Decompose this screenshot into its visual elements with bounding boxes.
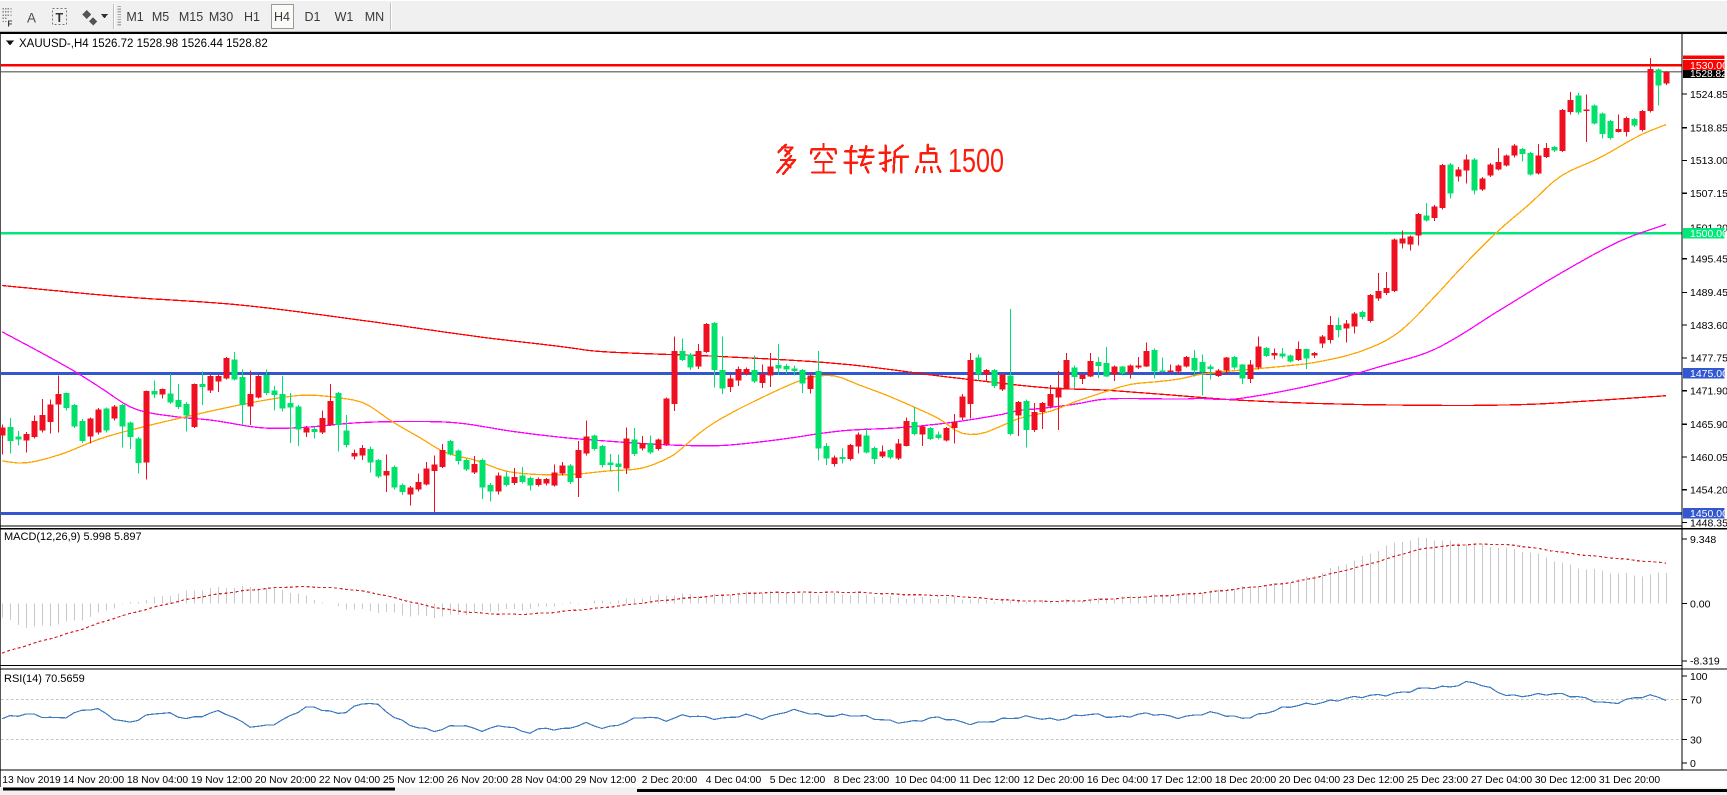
svg-text:RSI(14) 70.5659: RSI(14) 70.5659 <box>4 673 85 685</box>
svg-text:1528.82: 1528.82 <box>1690 69 1727 80</box>
svg-text:1518.85: 1518.85 <box>1690 123 1727 135</box>
svg-text:0.00: 0.00 <box>1690 598 1711 610</box>
svg-text:10 Dec 04:00: 10 Dec 04:00 <box>895 775 957 786</box>
svg-text:27 Dec 04:00: 27 Dec 04:00 <box>1471 775 1533 786</box>
svg-text:16 Dec 04:00: 16 Dec 04:00 <box>1087 775 1149 786</box>
svg-text:T: T <box>56 11 64 25</box>
svg-text:M1: M1 <box>126 10 143 24</box>
svg-text:1495.45: 1495.45 <box>1690 254 1727 266</box>
svg-text:4 Dec 04:00: 4 Dec 04:00 <box>706 775 762 786</box>
svg-text:29 Nov 12:00: 29 Nov 12:00 <box>575 775 637 786</box>
svg-text:1524.85: 1524.85 <box>1690 89 1727 101</box>
svg-text:26 Nov 20:00: 26 Nov 20:00 <box>447 775 509 786</box>
svg-text:MN: MN <box>365 10 384 24</box>
svg-text:M30: M30 <box>209 10 233 24</box>
svg-text:H1: H1 <box>244 10 260 24</box>
svg-text:25 Nov 12:00: 25 Nov 12:00 <box>383 775 445 786</box>
svg-text:31 Dec 20:00: 31 Dec 20:00 <box>1599 775 1661 786</box>
svg-text:0: 0 <box>1690 758 1696 770</box>
svg-text:1483.60: 1483.60 <box>1690 320 1727 332</box>
svg-text:H4: H4 <box>274 10 290 24</box>
svg-text:30 Dec 12:00: 30 Dec 12:00 <box>1535 775 1597 786</box>
svg-text:13 Nov 2019: 13 Nov 2019 <box>2 775 61 786</box>
svg-text:1454.20: 1454.20 <box>1690 485 1727 497</box>
svg-text:2 Dec 20:00: 2 Dec 20:00 <box>642 775 698 786</box>
svg-text:17 Dec 12:00: 17 Dec 12:00 <box>1151 775 1213 786</box>
svg-text:MACD(12,26,9) 5.998 5.897: MACD(12,26,9) 5.998 5.897 <box>4 531 142 543</box>
svg-text:1489.45: 1489.45 <box>1690 287 1727 299</box>
svg-text:8 Dec 23:00: 8 Dec 23:00 <box>834 775 890 786</box>
svg-text:70: 70 <box>1690 694 1702 706</box>
svg-text:20 Nov 20:00: 20 Nov 20:00 <box>255 775 317 786</box>
svg-text:1465.90: 1465.90 <box>1690 419 1727 431</box>
svg-text:D1: D1 <box>305 10 321 24</box>
svg-text:18 Nov 04:00: 18 Nov 04:00 <box>127 775 189 786</box>
svg-text:M5: M5 <box>152 10 169 24</box>
svg-text:19 Nov 12:00: 19 Nov 12:00 <box>191 775 253 786</box>
svg-text:-8.319: -8.319 <box>1690 656 1720 668</box>
svg-text:1530.00: 1530.00 <box>1690 60 1727 72</box>
svg-text:20 Dec 04:00: 20 Dec 04:00 <box>1279 775 1341 786</box>
svg-text:30: 30 <box>1690 734 1702 746</box>
svg-text:1460.05: 1460.05 <box>1690 452 1727 464</box>
svg-text:9.348: 9.348 <box>1690 534 1716 546</box>
svg-text:22 Nov 04:00: 22 Nov 04:00 <box>319 775 381 786</box>
svg-text:28 Nov 04:00: 28 Nov 04:00 <box>511 775 573 786</box>
svg-text:1477.75: 1477.75 <box>1690 353 1727 365</box>
svg-text:XAUUSD-,H4 1526.72 1528.98 15: XAUUSD-,H4 1526.72 1528.98 1526.44 1528.… <box>19 38 268 50</box>
svg-text:M15: M15 <box>179 10 203 24</box>
svg-text:100: 100 <box>1690 671 1708 683</box>
svg-text:14 Nov 20:00: 14 Nov 20:00 <box>63 775 125 786</box>
svg-text:W1: W1 <box>335 10 354 24</box>
svg-text:1471.90: 1471.90 <box>1690 386 1727 398</box>
svg-text:1450.00: 1450.00 <box>1690 508 1727 520</box>
svg-text:1513.00: 1513.00 <box>1690 155 1727 167</box>
svg-text:A: A <box>27 11 36 26</box>
svg-text:18 Dec 20:00: 18 Dec 20:00 <box>1215 775 1277 786</box>
svg-text:5 Dec 12:00: 5 Dec 12:00 <box>770 775 826 786</box>
svg-text:23 Dec 12:00: 23 Dec 12:00 <box>1343 775 1405 786</box>
svg-text:1448.35: 1448.35 <box>1690 517 1727 529</box>
svg-text:11 Dec 12:00: 11 Dec 12:00 <box>959 775 1020 786</box>
svg-text:12 Dec 20:00: 12 Dec 20:00 <box>1023 775 1085 786</box>
svg-text:1507.15: 1507.15 <box>1690 188 1727 200</box>
svg-text:25 Dec 23:00: 25 Dec 23:00 <box>1407 775 1469 786</box>
svg-text:F: F <box>8 20 13 29</box>
svg-text:1475.00: 1475.00 <box>1690 368 1727 380</box>
svg-text:1500: 1500 <box>948 142 1004 179</box>
svg-text:1500.00: 1500.00 <box>1690 228 1727 240</box>
